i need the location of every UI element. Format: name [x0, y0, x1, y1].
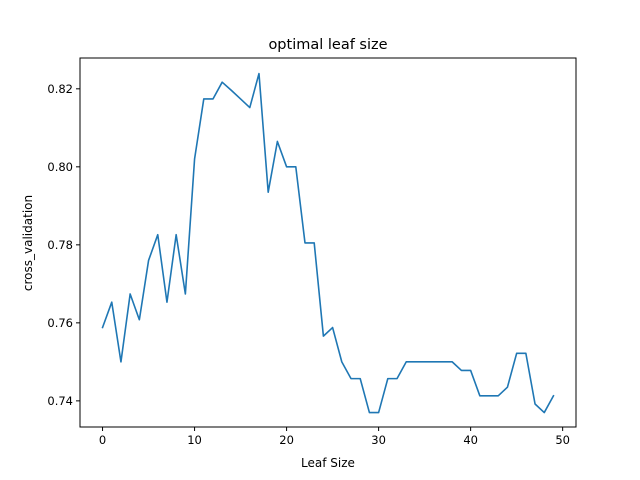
y-tick-label: 0.82	[47, 82, 73, 96]
y-tick-label: 0.80	[47, 160, 73, 174]
x-tick-label: 50	[555, 433, 570, 447]
chart-title: optimal leaf size	[268, 37, 387, 53]
y-tick-label: 0.76	[47, 316, 73, 330]
y-tick-label: 0.74	[47, 394, 73, 408]
x-tick-label: 10	[187, 433, 202, 447]
y-axis-label: cross_validation	[21, 195, 35, 291]
plot-frame	[79, 57, 577, 428]
series-line-0	[101, 72, 555, 414]
series-lines	[101, 72, 555, 414]
x-axis-label: Leaf Size	[301, 456, 355, 470]
y-tick-label: 0.78	[47, 238, 73, 252]
axis-ticks: 0 10 20 30 40 50 0.74 0.76 0.78 0.80 0.82	[47, 82, 570, 447]
x-tick-label: 30	[371, 433, 386, 447]
x-tick-label: 20	[279, 433, 294, 447]
x-tick-label: 40	[463, 433, 478, 447]
x-tick-label: 0	[99, 433, 106, 447]
